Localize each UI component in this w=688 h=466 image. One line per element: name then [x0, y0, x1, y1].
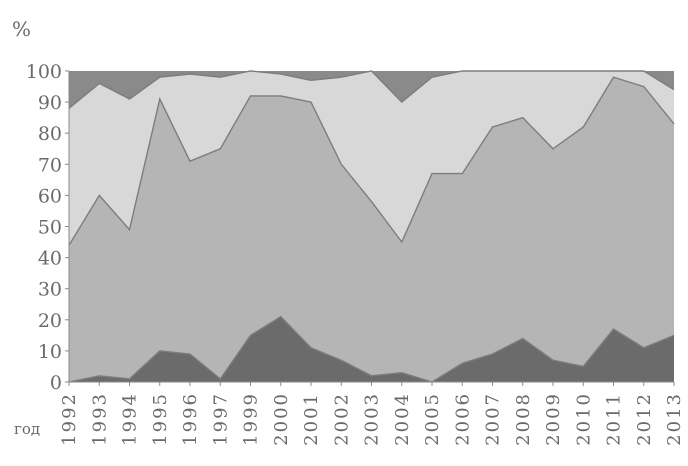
y-tick-label: 60 [38, 185, 62, 207]
y-tick-label: 80 [38, 123, 62, 145]
x-tick-label: 1992 [59, 392, 80, 446]
x-tick-label: 2010 [573, 392, 594, 446]
area-series-1 [69, 316, 674, 382]
y-tick-label: 20 [38, 310, 62, 332]
x-tick-label: 1995 [150, 392, 171, 446]
x-tick-label: 2007 [483, 392, 504, 446]
y-tick-label: 50 [38, 217, 62, 239]
y-tick-labels: 0 10 20 30 40 50 60 70 80 90 100 [26, 61, 62, 394]
area-series-group [69, 71, 674, 382]
y-tick-label: 70 [38, 154, 62, 176]
x-tick-label: 1994 [120, 392, 141, 446]
y-tick-label: 0 [50, 372, 62, 394]
area-series-2 [69, 77, 674, 382]
x-tick-label: 2004 [392, 392, 413, 446]
x-tick-label: 2005 [422, 392, 443, 446]
x-tick-label: 2002 [331, 392, 352, 446]
y-tick-label: 40 [38, 248, 62, 270]
x-tick-labels: 1992 1993 1994 1995 1996 1997 1999 2000 2001 2002… [59, 392, 685, 446]
axes-group [65, 70, 675, 386]
area-series-3 [69, 71, 674, 246]
x-tick-label: 2009 [543, 392, 564, 446]
x-tick-label: 2013 [664, 392, 685, 446]
y-axis-label: % [12, 17, 31, 41]
x-tick-label: 2012 [634, 392, 655, 446]
x-tick-label: 2006 [452, 392, 473, 446]
y-tick-label: 30 [38, 279, 62, 301]
boundary-line-2 [68, 76, 675, 246]
x-tick-label: 2001 [301, 392, 322, 446]
y-tick-label: 90 [38, 92, 62, 114]
x-tick-label: 2011 [604, 392, 625, 446]
y-tick-label: 10 [38, 341, 62, 363]
x-tick-label: 1996 [180, 392, 201, 446]
x-tick-label: 1999 [241, 392, 262, 446]
x-tick-label: 1993 [89, 392, 110, 446]
x-tick-label: 1997 [210, 392, 231, 446]
x-tick-label: 2008 [513, 392, 534, 446]
x-tick-label: 2000 [271, 392, 292, 446]
boundary-line-3 [68, 70, 675, 109]
area-series-4 [69, 71, 674, 109]
y-tick-label: 100 [26, 61, 62, 83]
boundary-lines-group [68, 70, 675, 383]
boundary-line-1 [68, 315, 675, 383]
x-axis-label: год [14, 420, 40, 438]
x-tick-label: 2003 [362, 392, 383, 446]
